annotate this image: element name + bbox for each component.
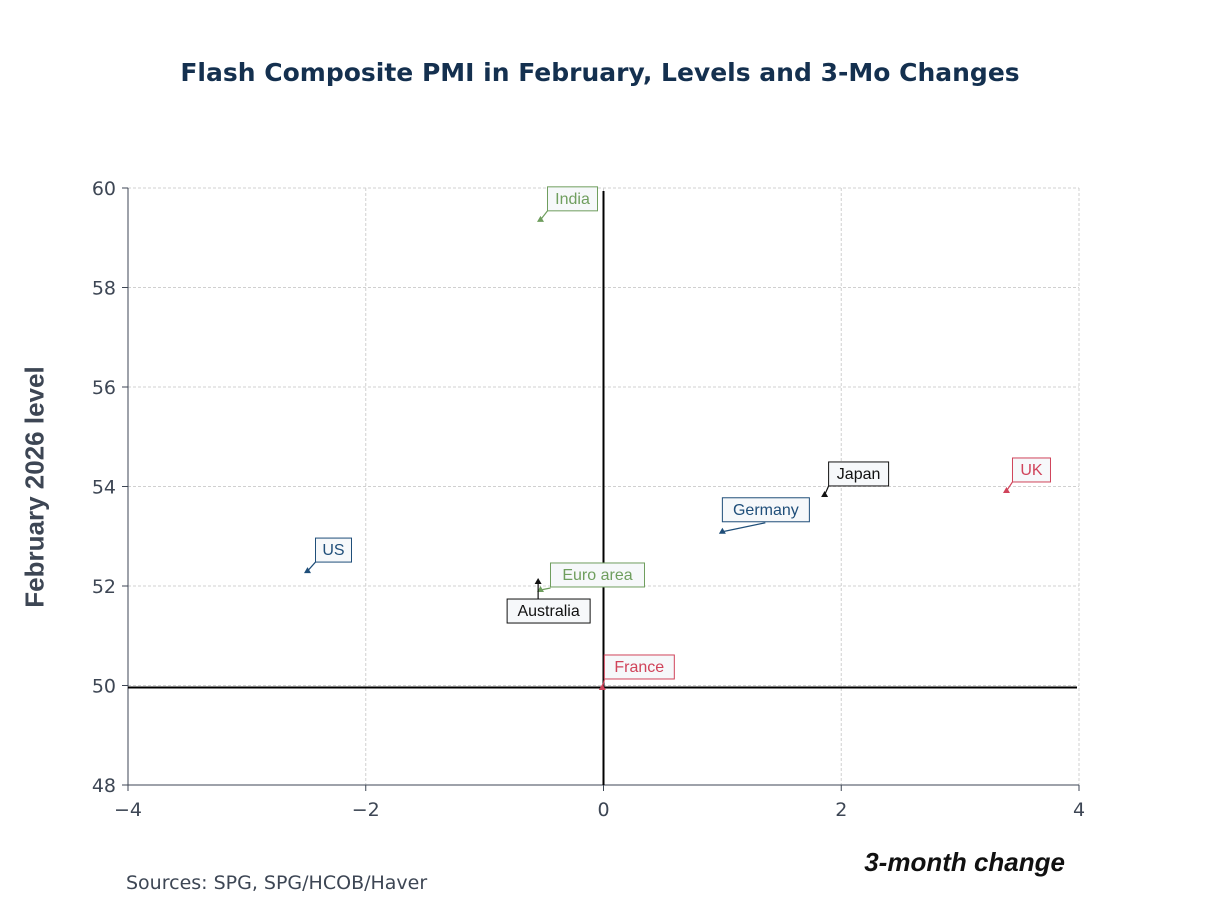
x-tick-label: −2 — [352, 799, 380, 821]
y-tick-label: 56 — [92, 377, 116, 399]
data-label: France — [614, 659, 664, 676]
y-tick-label: 52 — [92, 576, 116, 598]
data-label: Australia — [517, 603, 579, 620]
chart-title: Flash Composite PMI in February, Levels … — [180, 58, 1020, 87]
data-label-box — [549, 562, 645, 588]
data-label-box — [721, 497, 810, 523]
data-label-box — [506, 598, 591, 624]
source-note: Sources: SPG, SPG/HCOB/Haver — [126, 872, 428, 894]
data-point — [718, 527, 726, 534]
data-point — [536, 585, 544, 592]
data-label-box — [603, 654, 675, 680]
data-label: India — [555, 191, 590, 208]
x-tick-label: 0 — [597, 799, 609, 821]
data-label: US — [322, 542, 344, 559]
y-tick-label: 58 — [92, 278, 116, 300]
data-point — [598, 683, 606, 690]
x-tick-label: 2 — [835, 799, 847, 821]
y-tick-label: 54 — [92, 477, 116, 499]
data-label-box — [546, 186, 598, 212]
data-label-box — [1011, 457, 1051, 483]
data-point — [304, 567, 312, 574]
data-point — [536, 215, 544, 222]
data-label-box — [828, 461, 890, 487]
data-point — [534, 578, 542, 585]
data-point — [821, 490, 829, 497]
data-label: Euro area — [562, 567, 632, 584]
y-tick-label: 50 — [92, 676, 116, 698]
x-tick-label: 4 — [1073, 799, 1085, 821]
x-axis-label: 3-month change — [864, 847, 1065, 877]
data-label-box — [315, 537, 353, 563]
y-tick-label: 48 — [92, 775, 116, 797]
data-label: Japan — [837, 466, 881, 483]
leader-line — [722, 522, 766, 533]
data-label: UK — [1020, 462, 1043, 479]
x-tick-label: −4 — [114, 799, 142, 821]
data-point — [1002, 486, 1010, 493]
data-label: Germany — [733, 502, 799, 519]
y-tick-label: 60 — [92, 178, 116, 200]
